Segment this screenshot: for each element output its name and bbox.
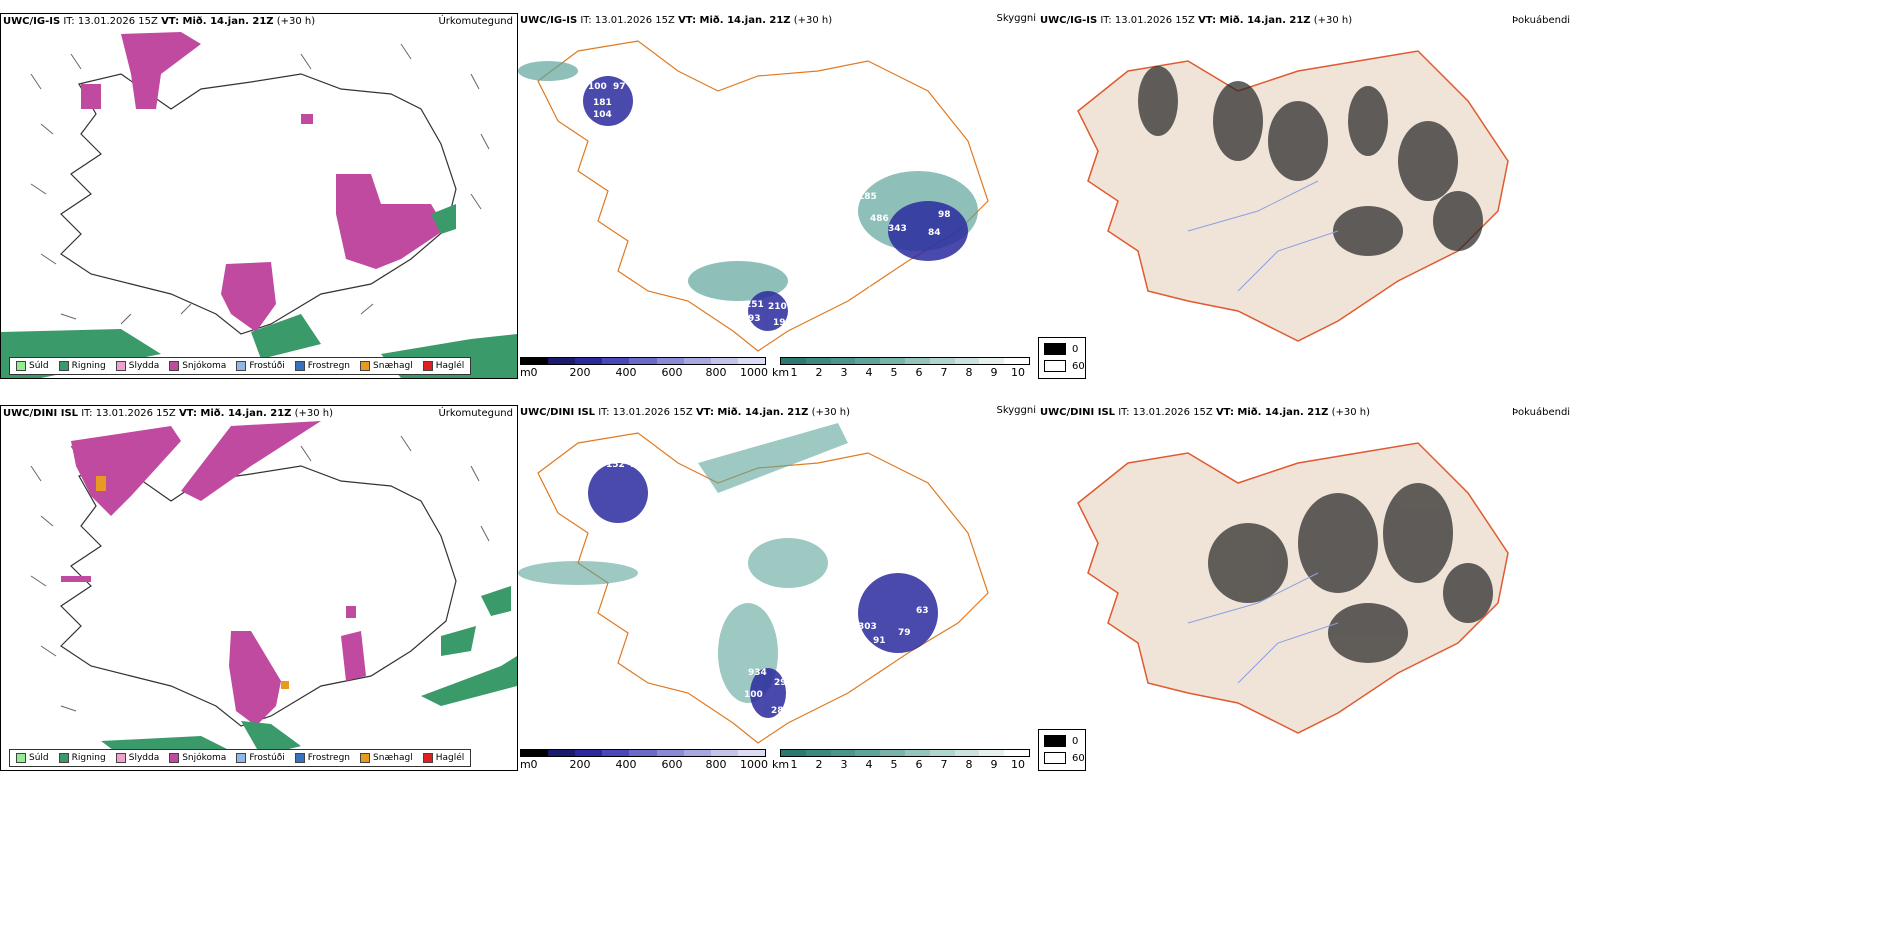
cloudbase-label: 84 xyxy=(928,228,941,238)
cloudbase-label: 238 xyxy=(670,488,689,498)
cloudbase-label: 287 xyxy=(771,706,790,716)
cloudbase-label: 98 xyxy=(938,210,951,220)
fog-panel-bottom: UWC/DINI ISL IT: 13.01.2026 15Z VT: Mið.… xyxy=(1038,405,1900,771)
cloudbase-label: 93 xyxy=(748,314,761,324)
fog-panel-top: UWC/IG-IS IT: 13.01.2026 15Z VT: Mið. 14… xyxy=(1038,13,1900,379)
cloudbase-label: 152 xyxy=(606,460,625,470)
cloudbase-label: 303 xyxy=(858,622,877,632)
cloudbase-label: 486 xyxy=(870,214,889,224)
cloudbase-colorbar: m 0 200 400 600 800 1000 xyxy=(518,357,768,379)
cloud-title: Skyggni xyxy=(996,13,1036,24)
legend-item-suld: Súld xyxy=(16,753,49,763)
legend-item-snjokoma: Snjókoma xyxy=(169,361,226,371)
panel-header: UWC/DINI ISL IT: 13.01.2026 15Z VT: Mið.… xyxy=(1040,407,1371,418)
cloudbase-label: 68 xyxy=(668,574,681,584)
cloudbase-label: 282 xyxy=(858,240,877,250)
cloud-map: 392 100 97 181 104 266 207 602 185 98 48… xyxy=(518,40,989,352)
legend-item-frostregn: Frostregn xyxy=(294,361,350,371)
fog-map xyxy=(1077,442,1509,734)
cloudbase-label: 207 xyxy=(666,112,685,122)
cloudbase-label: 934 xyxy=(748,668,767,678)
cloudbase-label: 63 xyxy=(916,606,929,616)
panel-header: UWC/IG-IS IT: 13.01.2026 15Z VT: Mið. 14… xyxy=(1040,15,1353,26)
legend-item-frostudi: Frostúði xyxy=(236,361,285,371)
cloud-panel-bottom: UWC/DINI ISL IT: 13.01.2026 15Z VT: Mið.… xyxy=(518,405,1086,771)
panel-header: UWC/DINI ISL IT: 13.01.2026 15Z VT: Mið.… xyxy=(3,408,334,419)
legend-item-frostudi: Frostúði xyxy=(236,753,285,763)
fog-title: Þokuábendi xyxy=(1512,15,1571,26)
cloudbase-label: 299 xyxy=(774,678,793,688)
cloudbase-label: 602 xyxy=(828,136,847,146)
panel-header: UWC/DINI ISL IT: 13.01.2026 15Z VT: Mið.… xyxy=(520,407,851,418)
legend-item-snaehagl: Snæhagl xyxy=(360,361,413,371)
cloudbase-label: 286 xyxy=(863,272,882,282)
cloudbase-label: 195 xyxy=(773,318,792,328)
cloudbase-label: 185 xyxy=(858,192,877,202)
cloudbase-label: 343 xyxy=(888,224,907,234)
cloudbase-label: 210 xyxy=(768,302,787,312)
fog-scale-box: 0 60 xyxy=(1038,729,1086,771)
fog-map xyxy=(1077,50,1509,342)
cloudbase-colorbar: m 0 200 400 600 800 1000 xyxy=(518,749,768,771)
legend-item-rigning: Rigning xyxy=(58,753,106,763)
legend-item-frostregn: Frostregn xyxy=(294,753,350,763)
precip-legend: Súld Rigning Slydda Snjókoma Frostúði Fr… xyxy=(9,749,472,767)
cloudbase-label: 79 xyxy=(898,628,911,638)
cloudbase-label: 266 xyxy=(648,110,667,120)
cloudbase-label: 392 xyxy=(598,64,617,74)
legend-item-haglel: Haglél xyxy=(422,753,464,763)
cloudbase-label: 138 xyxy=(630,460,649,470)
legend-item-haglel: Haglél xyxy=(422,361,464,371)
precip-type-title: Úrkomutegund xyxy=(438,16,513,27)
precip-type-panel-bottom: UWC/DINI ISL IT: 13.01.2026 15Z VT: Mið.… xyxy=(0,405,518,771)
cloud-panel-top: UWC/IG-IS IT: 13.01.2026 15Z VT: Mið. 14… xyxy=(518,13,1086,379)
cloudbase-label: 100 xyxy=(588,82,607,92)
precip-type-map xyxy=(1,32,517,378)
cloudbase-label: 251 xyxy=(745,300,764,310)
legend-item-rigning: Rigning xyxy=(58,361,106,371)
legend-item-suld: Súld xyxy=(16,361,49,371)
precip-type-title: Úrkomutegund xyxy=(438,408,513,419)
precip-type-panel-top: UWC/IG-IS IT: 13.01.2026 15Z VT: Mið. 14… xyxy=(0,13,518,379)
legend-item-snaehagl: Snæhagl xyxy=(360,753,413,763)
legend-item-slydda: Slydda xyxy=(115,753,159,763)
cloudbase-label: 181 xyxy=(593,98,612,108)
cloud-title: Skyggni xyxy=(996,405,1036,416)
legend-item-slydda: Slydda xyxy=(115,361,159,371)
cloudbase-label: 171 xyxy=(868,286,887,296)
cloudbase-label: 91 xyxy=(873,636,886,646)
cloud-map: 152 138 238 68 934 299 100 287 303 91 79… xyxy=(518,423,989,744)
cloudbase-label: 104 xyxy=(593,110,612,120)
panel-header: UWC/IG-IS IT: 13.01.2026 15Z VT: Mið. 14… xyxy=(520,15,833,26)
panel-header: UWC/IG-IS IT: 13.01.2026 15Z VT: Mið. 14… xyxy=(3,16,316,27)
cloudbase-label: 109 xyxy=(868,651,887,661)
visibility-colorbar: km 1 2 3 4 5 6 7 8 9 10 xyxy=(772,749,1036,771)
fog-title: Þokuábendi xyxy=(1512,407,1571,418)
fog-scale-box: 0 60 xyxy=(1038,337,1086,379)
cloudbase-label: 100 xyxy=(744,690,763,700)
visibility-colorbar: km 1 2 3 4 5 6 7 8 9 10 xyxy=(772,357,1036,379)
precip-type-map xyxy=(30,421,517,756)
cloudbase-label: 97 xyxy=(613,82,626,92)
precip-legend: Súld Rigning Slydda Snjókoma Frostúði Fr… xyxy=(9,357,472,375)
legend-item-snjokoma: Snjókoma xyxy=(169,753,226,763)
